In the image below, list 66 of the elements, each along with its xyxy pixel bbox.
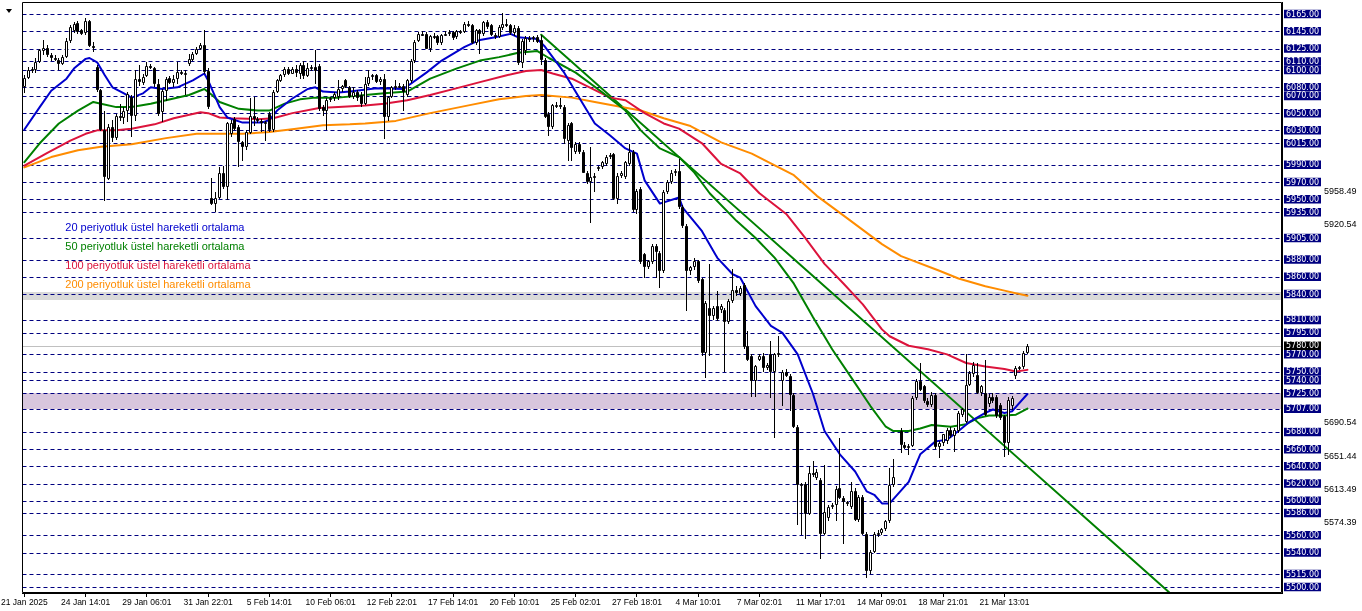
ref-line-label: 5515.00 (1286, 569, 1320, 579)
x-tick-label: 5 Feb 14:01 (246, 597, 293, 608)
text: 20 periyotluk üstel hareketli ortalama (65, 221, 246, 234)
ref-line-label: 6125.00 (1286, 44, 1320, 54)
y-tick-label: 5613.49 (1324, 483, 1357, 494)
ref-line-label: 5935.00 (1286, 207, 1320, 217)
x-tick-label: 31 Jan 22:01 (183, 597, 234, 608)
ref-line-label: 5880.00 (1286, 255, 1320, 265)
y-tick-label: 5651.44 (1324, 450, 1357, 461)
x-tick-label: 4 Mar 10:01 (675, 597, 722, 608)
text: 50 periyotluk üstel hareketli ortalama (65, 240, 246, 253)
y-tick-label: 5690.54 (1324, 417, 1357, 428)
ref-line-label: 5680.00 (1286, 427, 1320, 437)
ref-line-label: 6050.00 (1286, 108, 1320, 118)
ref-line-label: 5970.00 (1286, 177, 1320, 187)
x-tick-label: 18 Mar 21:01 (918, 597, 969, 608)
candlestick (708, 264, 711, 356)
ref-line-label: 5540.00 (1286, 548, 1320, 558)
x-tick-label: 11 Mar 17:01 (795, 597, 846, 608)
x-tick-label: 14 Mar 09:01 (856, 597, 908, 608)
ref-line-label: 5750.00 (1286, 367, 1320, 377)
ref-line-label: 5905.00 (1286, 233, 1320, 243)
x-tick-label: 12 Feb 22:01 (366, 597, 418, 608)
x-tick-label: 20 Feb 10:01 (489, 597, 540, 608)
x-tick-label: 24 Jan 14:01 (61, 597, 111, 608)
y-tick-label: 5958.49 (1324, 186, 1357, 197)
ref-line-label: 5770.00 (1286, 349, 1320, 359)
text: 100 periyotluk üstel hareketli ortalama (65, 259, 252, 272)
x-tick-label: 17 Feb 14:01 (428, 597, 479, 608)
x-tick-label: 25 Feb 02:01 (550, 597, 601, 608)
x-tick-label: 27 Feb 18:01 (611, 597, 663, 608)
x-tick-label: 21 Jan 2025 (1, 597, 49, 608)
ref-line-label: 6145.00 (1286, 26, 1320, 36)
ref-line-label: 5586.00 (1286, 508, 1320, 518)
ref-line-label: 5860.00 (1286, 272, 1320, 282)
ref-line-label: 5600.00 (1286, 496, 1320, 506)
text: 200 periyotluk üstel hareketli ortalama (65, 278, 252, 291)
ref-line-label: 5780.00 (1286, 341, 1320, 351)
ref-line-label: 5740.00 (1286, 375, 1320, 385)
candlestick (842, 496, 845, 544)
ref-line-label: 6100.00 (1286, 65, 1320, 75)
ref-line-label: 6080.00 (1286, 82, 1320, 92)
ref-line-label: 5840.00 (1286, 289, 1320, 299)
ref-line-label: 5725.00 (1286, 388, 1320, 398)
x-tick-label: 7 Mar 02:01 (736, 597, 783, 608)
ref-line-label: 6070.00 (1286, 91, 1320, 101)
ref-line-label: 5950.00 (1286, 194, 1320, 204)
candlestick (184, 70, 187, 95)
x-tick-label: 10 Feb 06:01 (305, 597, 356, 608)
ref-line-label: 5500.00 (1286, 582, 1320, 592)
ref-line-label: 5810.00 (1286, 315, 1320, 325)
y-tick-label: 5574.39 (1324, 517, 1357, 528)
ref-line-label: 6030.00 (1286, 125, 1320, 135)
ref-line-label: 5990.00 (1286, 160, 1320, 170)
x-tick-label: 21 Mar 13:01 (979, 597, 1030, 608)
ref-line-label: 6110.00 (1286, 57, 1320, 67)
ref-line-label: 5560.00 (1286, 530, 1320, 540)
ref-line-label: 5707.00 (1286, 404, 1320, 414)
ref-line-label: 6015.00 (1286, 138, 1320, 148)
ref-line-label: 6165.00 (1286, 9, 1320, 19)
ref-line-label: 5640.00 (1286, 461, 1320, 471)
ref-line-label: 5660.00 (1286, 444, 1320, 454)
x-tick-label: 29 Jan 06:01 (122, 597, 172, 608)
y-tick-label: 5920.54 (1324, 219, 1357, 230)
ref-line-label: 5795.00 (1286, 328, 1320, 338)
ref-line-label: 5620.00 (1286, 479, 1320, 489)
